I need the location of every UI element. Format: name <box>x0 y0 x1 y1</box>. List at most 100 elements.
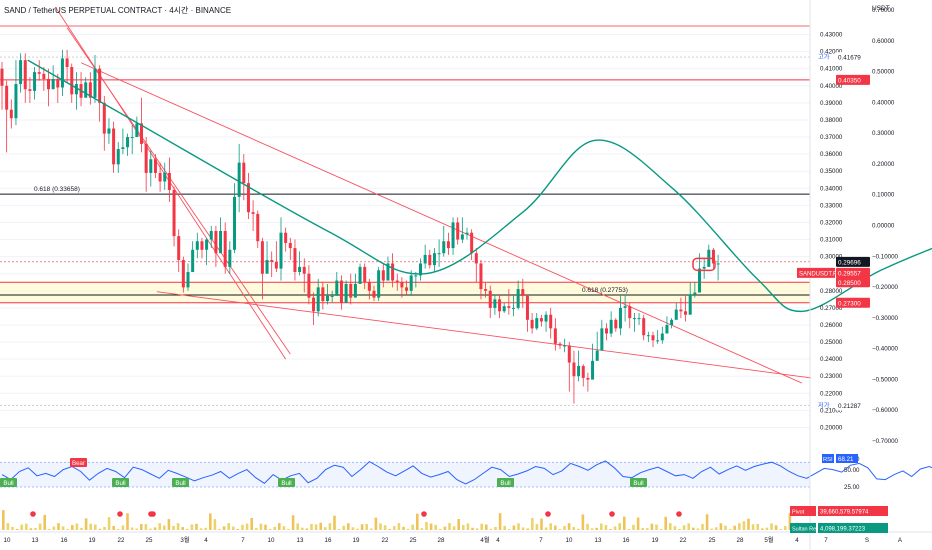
candle-body <box>423 254 427 264</box>
volume-bar <box>636 517 640 530</box>
candle-body <box>609 319 613 334</box>
candle-body <box>279 232 283 269</box>
signal-label: Bull <box>633 480 643 487</box>
volume-bar <box>710 528 713 530</box>
pivot-marker <box>421 511 427 517</box>
candle-body <box>642 318 646 336</box>
candle-body <box>656 340 660 342</box>
osc-tick: −0.40000 <box>872 346 899 353</box>
signal-label: Bull <box>500 480 510 487</box>
volume-bar <box>112 525 115 530</box>
volume-bar <box>397 523 401 530</box>
volume-bar <box>471 527 474 530</box>
volume-bar <box>581 514 585 530</box>
candle-body <box>400 282 404 288</box>
candle-body <box>260 241 264 274</box>
support2-tag-bg <box>836 297 870 308</box>
volume-bar <box>563 525 566 530</box>
candle-body <box>549 314 553 329</box>
volume-bar <box>678 529 681 530</box>
candle-body <box>684 311 688 315</box>
volume-bar <box>544 527 548 530</box>
volume-bar <box>15 528 19 530</box>
volume-bar <box>443 526 447 530</box>
volume-bar <box>140 524 143 530</box>
pivot-marker <box>30 511 36 517</box>
volume-bar <box>600 523 603 530</box>
price-tick: 0.31000 <box>820 237 843 244</box>
rsi-tick: 50.00 <box>844 467 860 474</box>
signal-badge-bull <box>0 478 17 487</box>
candle-body <box>465 232 469 235</box>
volume-bar <box>765 527 769 530</box>
low-label: 저가 <box>818 401 830 409</box>
volume-bar <box>328 523 332 530</box>
candle-body <box>381 270 385 281</box>
volume-bar <box>586 523 589 530</box>
low-tag: 0.21287 <box>838 403 861 410</box>
candle-body <box>419 263 422 276</box>
volume-bar <box>61 526 65 530</box>
candle-body <box>386 263 390 281</box>
candle-body <box>442 241 446 254</box>
price-tick: 0.40000 <box>820 83 843 90</box>
volume-bar <box>167 519 171 530</box>
time-tick: 25 <box>410 537 417 544</box>
volume-item-value: 4,098,199.37223 <box>820 527 866 533</box>
volume-bar <box>250 518 253 530</box>
candle-body <box>330 295 334 297</box>
volume-bar <box>195 523 198 530</box>
volume-bar <box>287 529 290 530</box>
candle-body <box>702 266 706 269</box>
high-label: 고가 <box>818 53 830 61</box>
candle-body <box>93 68 97 98</box>
volume-bar <box>485 524 488 530</box>
osc-tick: 0.10000 <box>872 192 895 199</box>
volume-bar <box>549 523 552 530</box>
candle-body <box>242 162 246 184</box>
volume-bar <box>259 523 263 530</box>
signal-badge-bull <box>172 478 189 487</box>
rsi-band <box>0 462 810 487</box>
time-tick: 5월 <box>764 536 773 544</box>
volume-bar <box>264 524 267 530</box>
candle-body <box>632 318 636 320</box>
volume-bar <box>508 529 511 530</box>
mark-price-tag-bg <box>836 267 870 278</box>
candle-body <box>586 377 590 380</box>
volume-bar <box>577 528 580 530</box>
high-tag-bg <box>836 52 870 63</box>
last-price-tag: 0.29696 <box>838 259 861 266</box>
osc-tick: 0.00000 <box>872 223 895 230</box>
time-tick: 13 <box>595 537 602 544</box>
volume-bar <box>144 524 148 530</box>
time-tick: 28 <box>737 537 744 544</box>
osc-tick: 0.70000 <box>872 7 895 14</box>
projection-path <box>27 59 932 312</box>
volume-bar <box>296 523 299 530</box>
pivot-marker <box>609 511 615 517</box>
volume-value-bg <box>818 506 888 516</box>
volume-bar <box>351 527 355 530</box>
candle-body <box>219 231 223 254</box>
candle-body <box>674 309 678 320</box>
candle-body <box>265 260 269 274</box>
candle-body <box>135 123 139 138</box>
projection-wave <box>27 59 932 312</box>
candle-body <box>237 162 241 197</box>
candle-body <box>33 72 37 91</box>
time-tick: 25 <box>146 537 153 544</box>
volume-bar <box>227 523 230 530</box>
volume-label-bg <box>790 523 816 533</box>
candle-body <box>600 328 604 351</box>
volume-bar <box>268 528 272 530</box>
volume-bar <box>687 523 690 530</box>
candle-body <box>539 318 543 322</box>
support1-tag: 0.28500 <box>838 280 861 287</box>
volume-bar <box>420 528 424 530</box>
volume-item-label: Sultan Renkleri <box>792 527 829 533</box>
volume-bar <box>535 524 539 530</box>
volume-bar <box>255 528 258 530</box>
high-tag: 0.41679 <box>838 55 861 62</box>
